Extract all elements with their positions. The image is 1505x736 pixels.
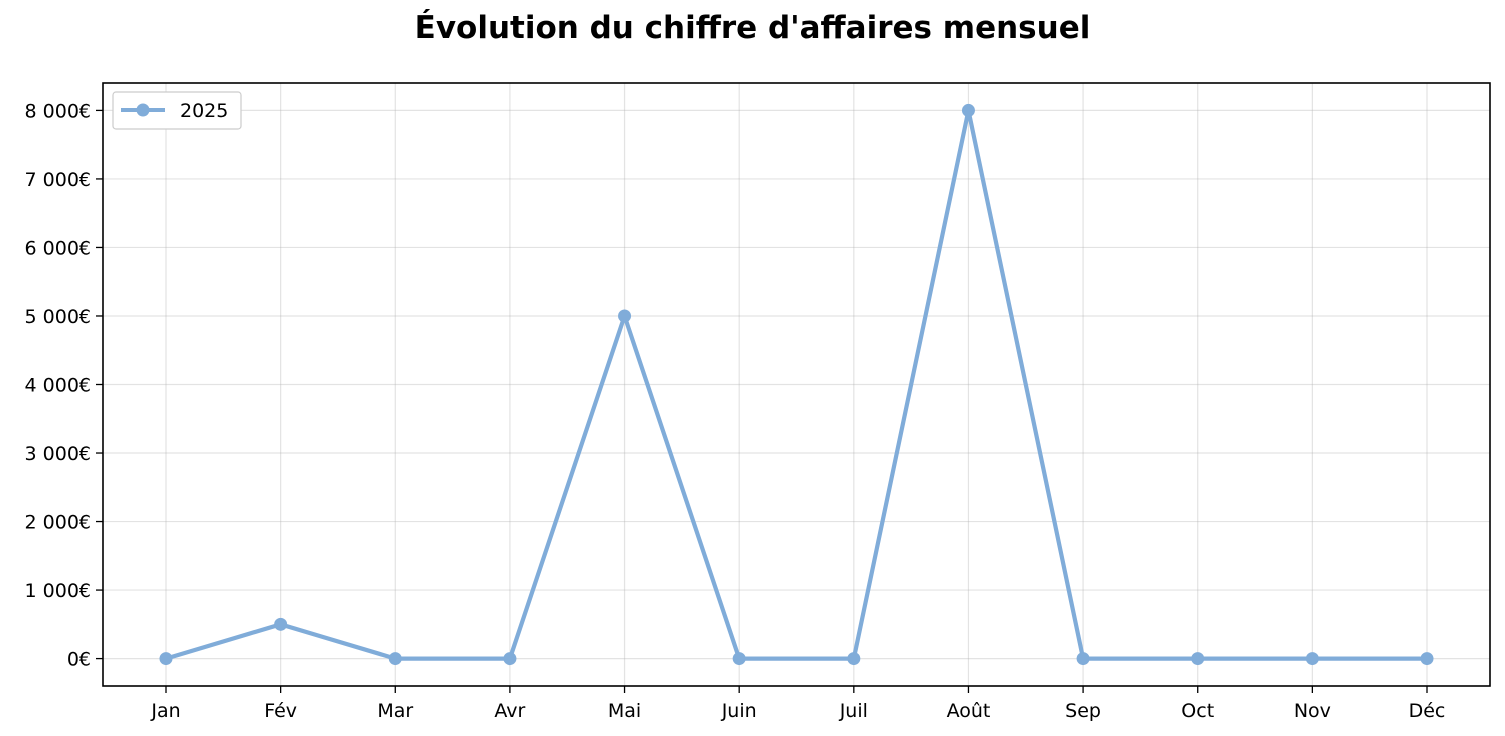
x-tick-label: Jan [150,700,180,722]
x-tick-label: Juin [721,700,757,722]
y-tick-label: 4 000€ [25,375,91,397]
x-tick-label: Fév [264,700,297,722]
x-tick-label: Mai [608,700,641,722]
y-tick-label: 8 000€ [25,100,91,122]
data-point [1305,652,1319,666]
x-tick-label: Nov [1294,700,1331,722]
data-point [847,652,861,666]
x-tick-label: Mar [377,700,413,722]
series-line [163,109,1430,661]
legend-label: 2025 [180,100,228,122]
y-tick-label: 6 000€ [25,237,91,259]
legend-marker-swatch [136,103,150,117]
x-tick-label: Août [947,700,991,722]
grid-lines [103,83,1490,686]
data-point [732,652,746,666]
data-point [618,309,632,323]
y-axis: 0€ 1 000€ 2 000€ 3 000€ 4 000€ 5 000€ 6 000€ 7 … [25,100,103,671]
y-tick-label: 7 000€ [25,169,91,191]
chart-title: Évolution du chiffre d'affaires mensuel [414,10,1091,46]
x-tick-label: Juil [839,700,868,722]
data-point [503,652,517,666]
legend-box [112,91,242,130]
x-tick-label: Déc [1409,700,1446,722]
y-tick-label: 5 000€ [25,306,91,328]
x-axis: Jan Fév Mar Avr Mai Juin Juil Août Sep Oct Nov Déc [150,686,1445,722]
legend: 2025 [112,91,242,130]
data-point [159,652,173,666]
y-tick-label: 2 000€ [25,512,91,534]
y-tick-label: 1 000€ [25,580,91,602]
data-point [1076,652,1090,666]
data-point [274,617,288,631]
x-tick-label: Avr [494,700,525,722]
data-point [388,652,402,666]
x-tick-label: Oct [1181,700,1214,722]
y-tick-label: 3 000€ [25,443,91,465]
y-tick-label: 0€ [67,649,91,671]
series-group [159,103,1434,666]
data-point [1420,652,1434,666]
data-point [1191,652,1205,666]
data-point [961,103,975,117]
x-tick-label: Sep [1065,700,1101,722]
